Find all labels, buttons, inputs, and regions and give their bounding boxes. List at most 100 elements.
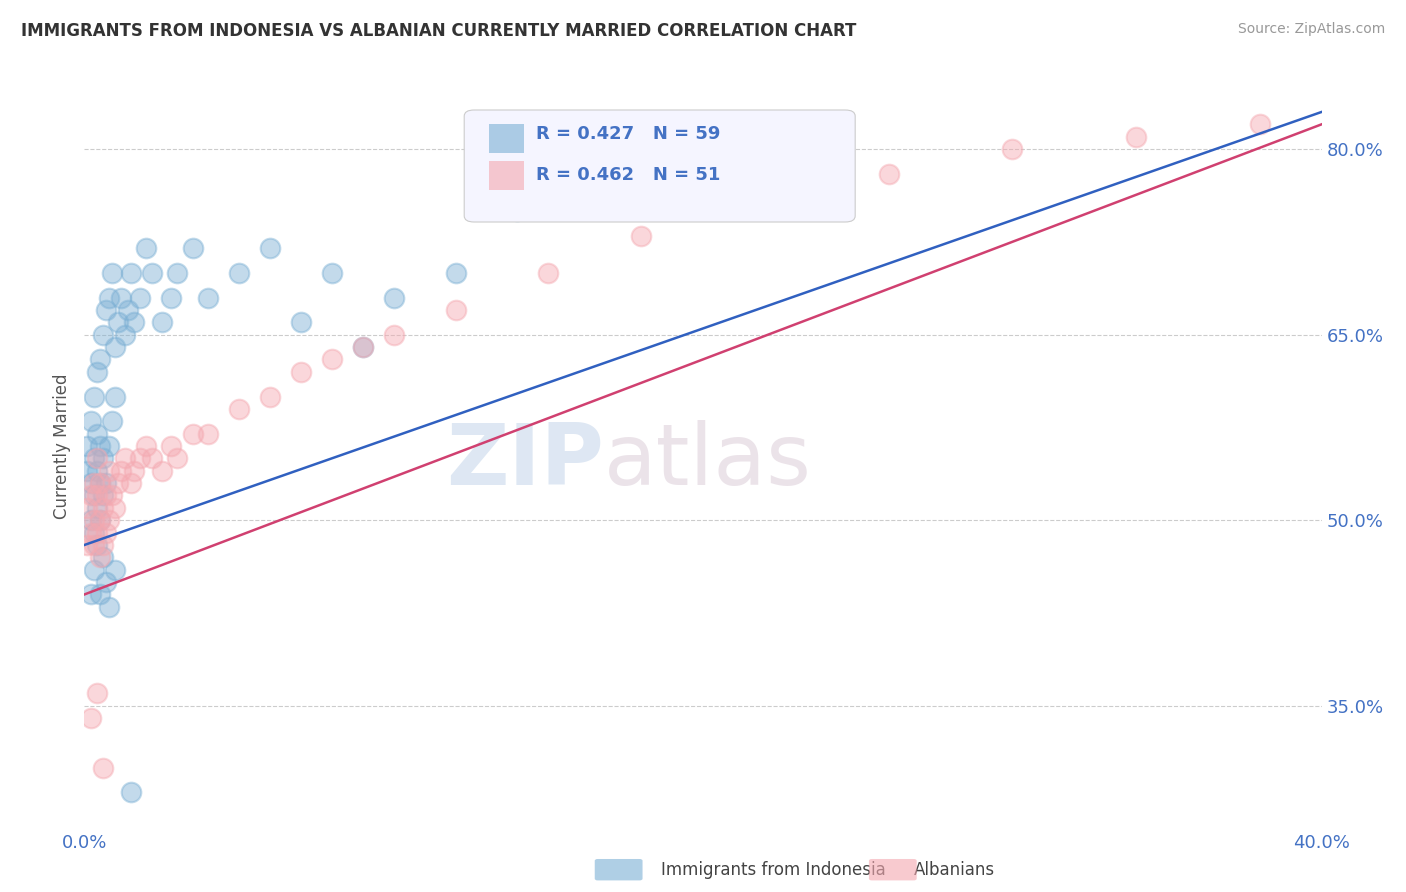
Point [91,500,114,515]
Point [228,266,250,280]
Point [86,451,108,466]
Point [290,365,312,379]
Y-axis label: Currently Married: Currently Married [53,373,72,519]
Point [104,390,127,404]
Point [79,414,101,428]
Point [86,488,108,502]
Point [630,228,652,243]
Point [83,488,105,502]
Point [122,464,145,478]
Point [129,451,152,466]
Point [444,266,467,280]
Point [122,315,145,329]
Point [129,291,152,305]
Point [89,476,111,491]
Point [120,476,142,491]
Point [114,451,136,466]
Point [86,500,108,515]
Text: R = 0.427   N = 59: R = 0.427 N = 59 [536,126,720,144]
Point [352,340,374,354]
Point [166,266,188,280]
Point [444,302,467,317]
Point [228,401,250,416]
Point [86,525,108,540]
Point [98,599,121,614]
FancyBboxPatch shape [464,110,855,222]
Point [83,476,105,491]
Point [79,525,101,540]
Point [166,451,188,466]
Point [83,451,105,466]
Text: IMMIGRANTS FROM INDONESIA VS ALBANIAN CURRENTLY MARRIED CORRELATION CHART: IMMIGRANTS FROM INDONESIA VS ALBANIAN CU… [21,22,856,40]
Point [197,291,219,305]
Point [86,538,108,552]
Point [94,302,117,317]
Point [94,488,117,502]
Point [181,241,204,255]
Point [89,513,111,527]
Point [91,538,114,552]
Point [104,563,127,577]
Point [94,575,117,590]
Point [89,439,111,453]
Point [104,500,127,515]
Point [120,266,142,280]
Point [150,464,173,478]
Text: Albanians: Albanians [914,861,995,879]
Point [76,464,98,478]
Point [83,390,105,404]
Text: atlas: atlas [605,420,813,503]
Point [83,538,105,552]
Point [94,525,117,540]
Point [114,327,136,342]
Point [98,464,121,478]
Point [117,302,139,317]
Text: Immigrants from Indonesia: Immigrants from Indonesia [661,861,886,879]
Point [89,352,111,367]
Point [321,352,343,367]
Point [76,500,98,515]
Point [181,426,204,441]
Point [76,439,98,453]
Point [86,426,108,441]
Point [101,488,124,502]
Point [98,291,121,305]
Point [141,266,163,280]
Point [141,451,163,466]
Point [107,476,129,491]
Point [290,315,312,329]
Text: ZIP: ZIP [446,420,605,503]
Point [101,414,124,428]
Point [76,538,98,552]
Point [79,513,101,527]
Text: R = 0.462   N = 51: R = 0.462 N = 51 [536,166,720,184]
Point [79,476,101,491]
Point [101,266,124,280]
Point [877,167,900,181]
Point [150,315,173,329]
Point [83,513,105,527]
Point [98,439,121,453]
Point [110,464,132,478]
Point [1249,117,1271,131]
Point [110,291,132,305]
Point [83,525,105,540]
Point [91,550,114,565]
Point [83,563,105,577]
Point [86,464,108,478]
Point [537,266,560,280]
Point [79,488,101,502]
Point [1001,142,1024,156]
Point [94,476,117,491]
Text: Source: ZipAtlas.com: Source: ZipAtlas.com [1237,22,1385,37]
Point [506,203,529,218]
Point [79,711,101,725]
Point [135,241,157,255]
Point [86,686,108,700]
Point [98,513,121,527]
Point [382,327,405,342]
Point [79,587,101,601]
Point [89,513,111,527]
Point [104,340,127,354]
Point [107,315,129,329]
